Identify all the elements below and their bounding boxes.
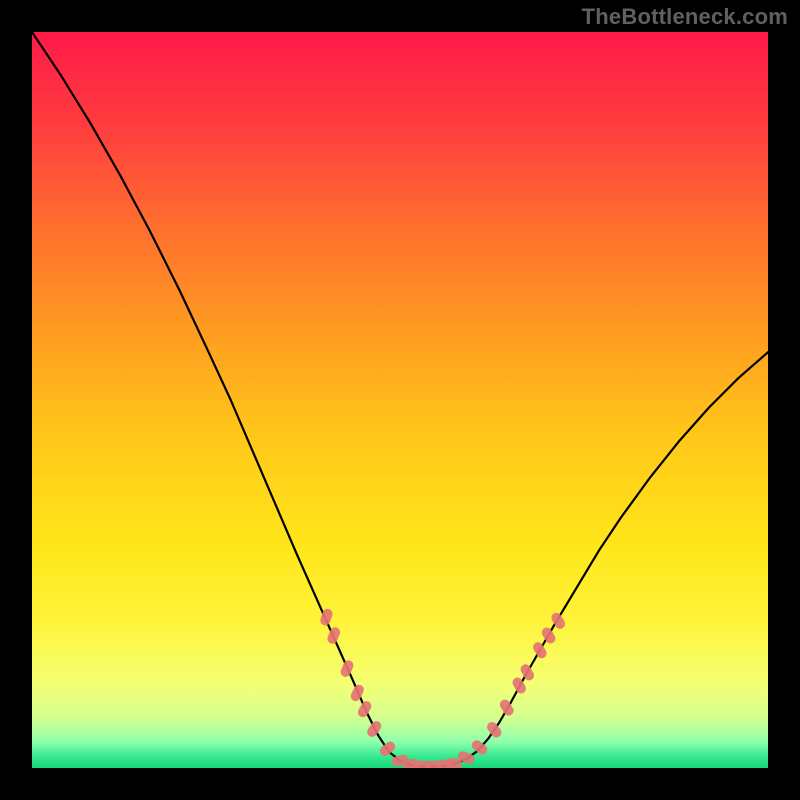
gradient-background — [32, 32, 768, 768]
plot-area — [32, 32, 768, 768]
watermark-text: TheBottleneck.com — [582, 4, 788, 30]
plot-svg — [32, 32, 768, 768]
chart-root: TheBottleneck.com — [0, 0, 800, 800]
